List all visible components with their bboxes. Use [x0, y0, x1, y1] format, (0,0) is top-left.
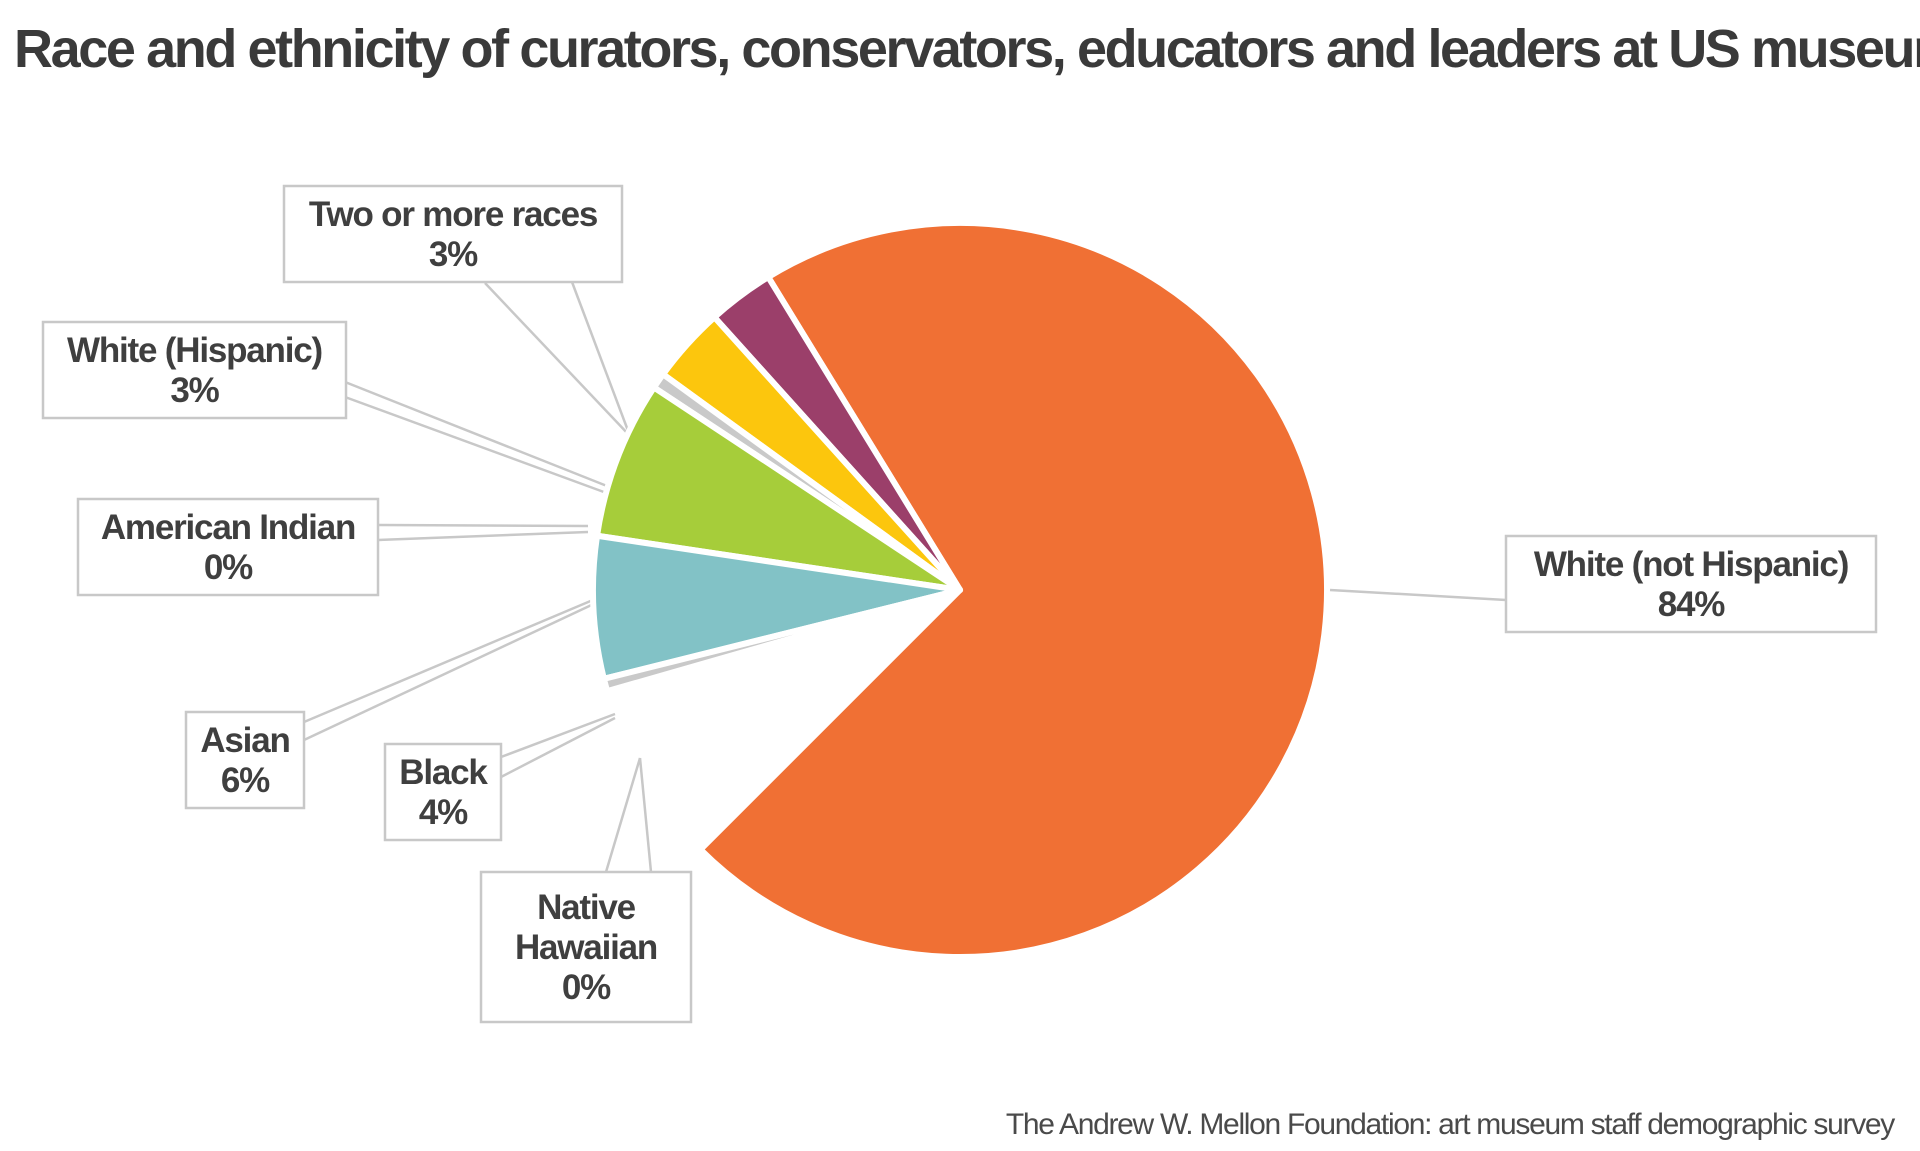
pie-slice-asian [594, 384, 963, 593]
pie-slice-native-hawaiian [600, 587, 963, 695]
leader-line [570, 281, 632, 437]
leader-line [638, 757, 653, 873]
leader-line [500, 716, 616, 779]
slice-value-label: 6% [221, 761, 270, 800]
leader-line [303, 599, 601, 742]
leader-line [604, 757, 642, 873]
label-box-frame [479, 870, 693, 1024]
leader-lines [303, 281, 1507, 873]
slice-label: White (not Hispanic) [1534, 545, 1848, 584]
label-box-frame [383, 742, 503, 842]
chart-title: Race and ethnicity of curators, conserva… [14, 19, 1920, 79]
slice-label: American Indian [101, 508, 355, 547]
label-box-frame [282, 184, 624, 284]
label-box-white-not-hispanic: White (not Hispanic)84% [1504, 534, 1878, 634]
label-box-frame [76, 497, 380, 597]
slice-label: White (Hispanic) [67, 331, 322, 370]
slice-value-label: 0% [204, 548, 253, 587]
leader-line [377, 530, 589, 542]
leader-line [344, 395, 613, 497]
pie-slice-white-not-hispanic [697, 220, 1330, 960]
leader-line [484, 282, 631, 437]
label-box-frame [184, 710, 306, 810]
label-box-white-hispanic: White (Hispanic)3% [41, 320, 348, 420]
slice-label: Asian [200, 721, 289, 760]
slice-label: Black [399, 753, 488, 792]
label-box-frame [1504, 534, 1878, 634]
slice-label: Two or more races [309, 195, 598, 234]
slice-value-label: 3% [170, 371, 219, 410]
slice-value-label: 4% [419, 793, 468, 832]
leader-line [500, 712, 616, 759]
slice-value-label: 84% [1658, 585, 1726, 624]
slice-value-label: 0% [562, 968, 611, 1007]
slice-value-label: 3% [429, 235, 478, 274]
slice-label: Native [537, 888, 636, 927]
leader-line [303, 595, 601, 724]
slice-label: Hawaiian [515, 928, 657, 967]
leader-line [1329, 588, 1507, 602]
source-note: The Andrew W. Mellon Foundation: art mus… [1005, 1108, 1895, 1141]
label-box-frame [41, 320, 348, 420]
leader-line [377, 523, 589, 528]
pie-slice-black [590, 532, 963, 682]
leader-line [344, 380, 613, 490]
